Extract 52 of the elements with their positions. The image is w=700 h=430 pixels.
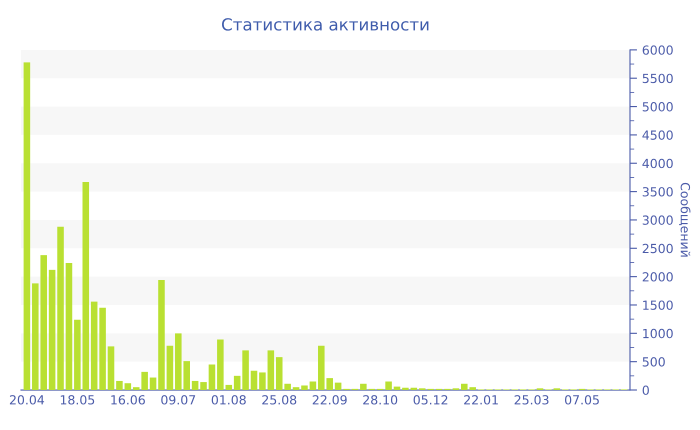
bar (360, 384, 367, 390)
bar (90, 302, 98, 390)
y-tick-label: 5500 (642, 74, 673, 84)
bar (124, 383, 132, 390)
bar (175, 333, 182, 390)
bar (225, 384, 232, 390)
x-tick-label: 25.03 (514, 395, 548, 405)
bar (469, 387, 476, 390)
y-tick-label: 6000 (642, 45, 673, 55)
bar (234, 376, 240, 390)
y-tick-label: 1000 (643, 328, 673, 338)
y-tick-label: 3000 (642, 215, 673, 225)
x-tick-label: 22.09 (312, 395, 347, 405)
bar (276, 357, 283, 390)
y-tick-label: 4500 (642, 130, 673, 140)
bar (132, 387, 140, 390)
bar (74, 320, 81, 390)
x-tick-label: 01.08 (212, 395, 246, 405)
y-tick-label: 3500 (642, 187, 673, 197)
bar (40, 255, 47, 390)
bar (410, 388, 418, 390)
bar (326, 378, 333, 390)
bar (192, 380, 198, 390)
y-tick-label: 4000 (642, 158, 673, 168)
x-tick-label: 18.05 (60, 395, 94, 405)
x-tick-label: 22.01 (464, 395, 498, 405)
x-tick-label: 20.04 (10, 395, 44, 405)
bar (318, 346, 325, 390)
bar (217, 340, 224, 390)
y-tick-label: 500 (642, 357, 665, 367)
x-tick-label: 09.07 (161, 395, 196, 405)
bar (82, 182, 90, 390)
bar (24, 62, 30, 390)
x-tick-label: 28.10 (363, 395, 398, 405)
y-tick-label: 5000 (642, 102, 673, 112)
bar (183, 361, 190, 390)
bar (268, 350, 274, 390)
bar (461, 384, 468, 390)
y-tick-label: 0 (642, 385, 649, 395)
x-tick-label: 16.06 (111, 395, 145, 405)
x-tick-label: 05.12 (414, 395, 448, 405)
x-tick-label: 07.05 (564, 395, 599, 405)
y-tick-label: 1500 (643, 300, 673, 310)
x-tick-label: 25.08 (262, 395, 296, 405)
y-tick-label: 2000 (642, 272, 673, 282)
y-tick-label: 2500 (642, 244, 673, 254)
bar (48, 270, 56, 390)
bar (32, 283, 39, 390)
chart-title: Статистика активности (222, 18, 428, 31)
bar (141, 372, 148, 390)
y-axis-title: Сообщений (679, 182, 690, 257)
bar (284, 384, 291, 390)
